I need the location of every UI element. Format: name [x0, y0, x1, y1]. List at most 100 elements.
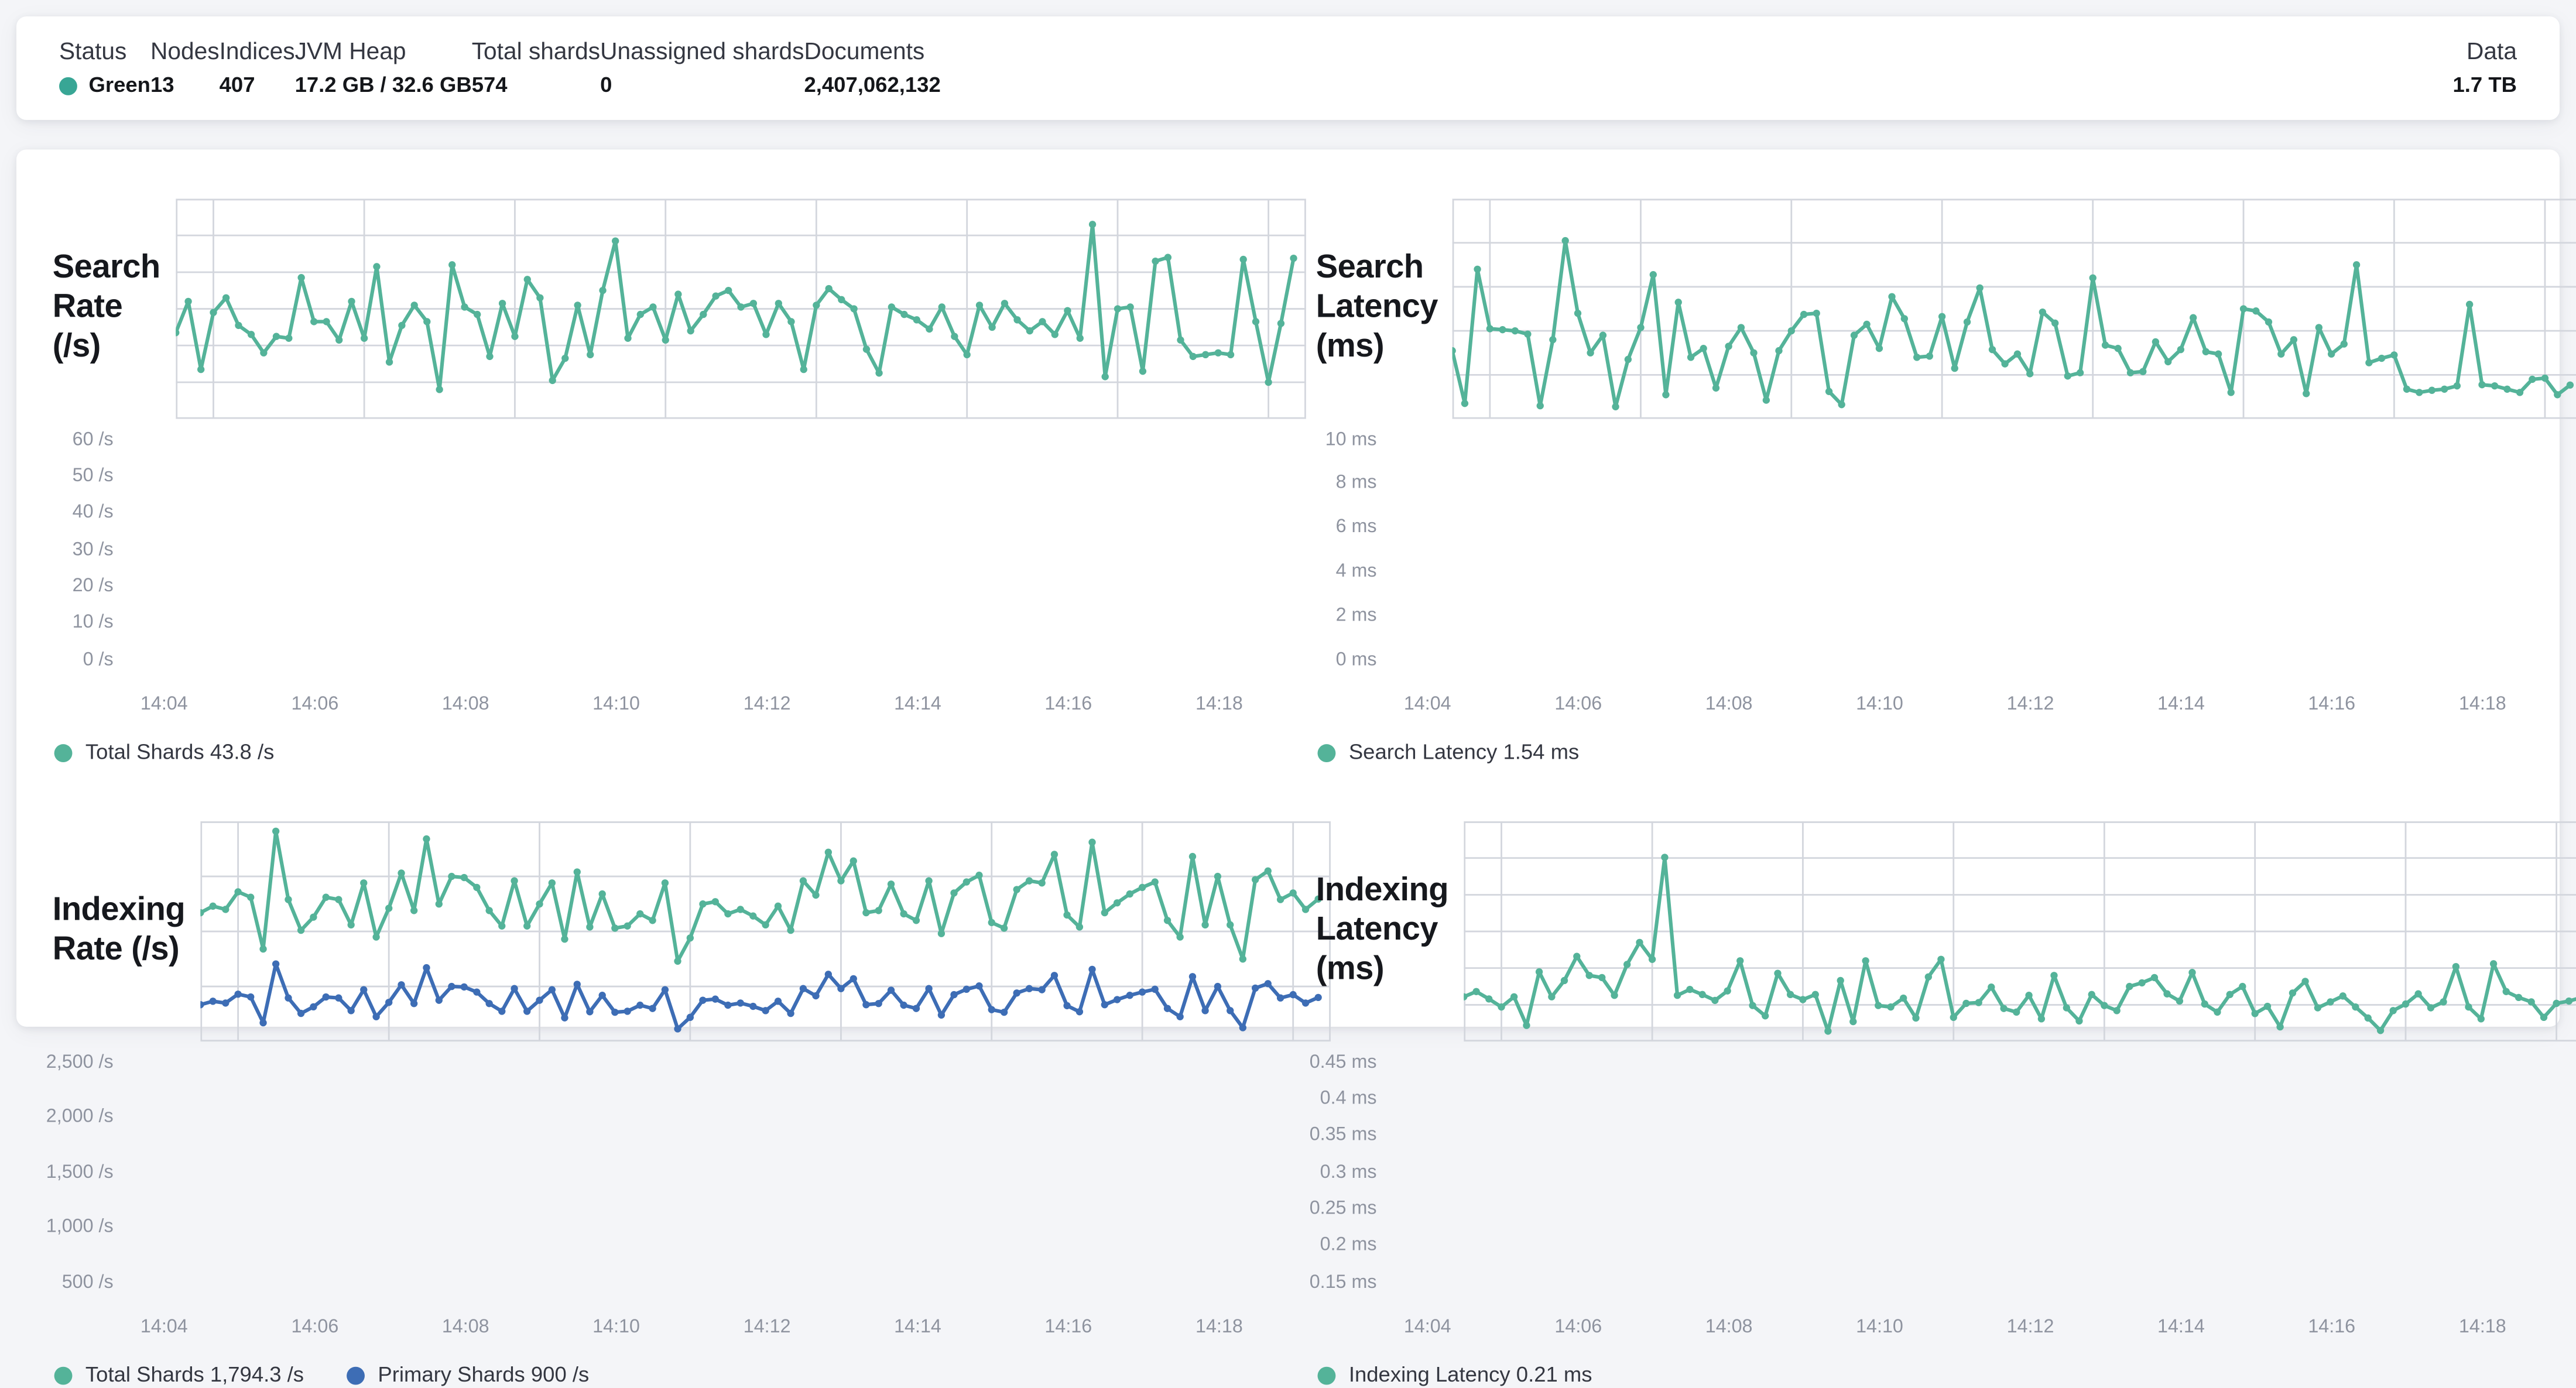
y-axis-label: 0.15 ms [1309, 1272, 1377, 1293]
x-axis-label: 14:06 [291, 694, 339, 715]
x-axis-label: 14:14 [894, 694, 941, 715]
x-axis-label: 14:16 [1044, 694, 1092, 715]
y-axis-label: 0.35 ms [1309, 1125, 1377, 1146]
stat-value-row: Green [59, 72, 150, 98]
charts-grid: Search Rate (/s) 0 /s 10 /s 20 /s 30 /s 40 /… [46, 196, 2576, 1388]
y-axis-label: 10 ms [1325, 429, 1377, 450]
stat-value: 1.7 TB [2452, 72, 2517, 97]
y-axis-label: 6 ms [1335, 517, 1377, 537]
chart-title-row: Search Latency (ms) [1316, 196, 2576, 419]
y-axis: 500 /s 1,000 /s 1,500 /s 2,000 /s 2,500 /s [46, 1052, 126, 1292]
legend-item[interactable]: Primary Shards 900 /s [347, 1362, 589, 1388]
legend-item[interactable]: Total Shards 1,794.3 /s [54, 1362, 304, 1388]
y-axis-label: 2,000 /s [46, 1107, 114, 1127]
legend-series-dot [1317, 743, 1336, 762]
x-axis-label: 14:18 [2458, 694, 2506, 715]
x-axis-label: 14:04 [1403, 694, 1451, 715]
info-icon[interactable] [174, 198, 1306, 419]
plot-area [126, 1063, 619, 1310]
info-icon[interactable] [1453, 198, 2576, 419]
stat-value: Green [88, 72, 150, 97]
x-axis-label: 14:06 [1554, 694, 1602, 715]
chart-card: Search Rate (/s) 0 /s 10 /s 20 /s 30 /s 40 /… [51, 196, 1306, 766]
chart-body: 0.15 ms 0.2 ms 0.25 ms 0.3 ms 0.35 ms 0.4 ms 0… [1310, 1052, 2520, 1310]
x-axis-label: 14:14 [2157, 1317, 2205, 1338]
stat-label: Status [59, 39, 127, 66]
stat-value: 13 [150, 72, 174, 97]
cluster-stat: Status Green [59, 38, 150, 99]
legend-item[interactable]: Total Shards 43.8 /s [54, 739, 275, 766]
x-axis-label: 14:12 [743, 694, 791, 715]
cluster-stat: JVM Heap 17.2 GB / 32.6 GB [295, 38, 472, 99]
stat-value-row: 13 [150, 72, 220, 98]
stat-value-row: 17.2 GB / 32.6 GB [295, 72, 472, 98]
y-axis-label: 0 ms [1335, 649, 1377, 670]
x-axis-label: 14:16 [2308, 1317, 2356, 1338]
x-axis-label: 14:12 [743, 1317, 791, 1338]
x-axis-label: 14:18 [1195, 1317, 1243, 1338]
legend-series-label: Total Shards 1,794.3 /s [85, 1362, 304, 1387]
chart-card: Indexing Latency (ms) 0.15 ms 0.2 ms 0.25 … [1310, 818, 2576, 1388]
legend-item[interactable]: Search Latency 1.54 ms [1317, 739, 1579, 766]
x-axis-label: 14:18 [2458, 1317, 2506, 1338]
line-chart [1390, 440, 1883, 687]
legend-item[interactable]: Indexing Latency 0.21 ms [1317, 1362, 1592, 1388]
cluster-stat: Nodes 13 [150, 38, 220, 99]
plot-area [1390, 1063, 1883, 1310]
x-axis-label: 14:14 [2157, 694, 2205, 715]
stat-value: 17.2 GB / 32.6 GB [294, 72, 472, 97]
cluster-summary-bar: Status Green Nodes 13 Indices 407 JVM He… [16, 16, 2560, 120]
legend-series-dot [54, 1366, 73, 1384]
y-axis-label: 20 /s [72, 576, 114, 597]
y-axis-label: 1,500 /s [46, 1162, 114, 1183]
legend-series-label: Primary Shards 900 /s [378, 1362, 590, 1387]
y-axis-label: 0.45 ms [1309, 1052, 1377, 1072]
x-axis-label: 14:04 [140, 694, 188, 715]
cluster-stat: Total shards 574 [472, 38, 600, 99]
x-axis-label: 14:08 [441, 1317, 489, 1338]
y-axis-label: 50 /s [72, 466, 114, 486]
stat-value: 574 [471, 72, 508, 97]
x-axis-label: 14:10 [592, 694, 640, 715]
chart-title: Search Latency (ms) [1316, 249, 1438, 365]
x-axis: 14:04 14:06 14:08 14:10 14:12 14:14 14:16 14:18 [51, 693, 1257, 721]
chart-legend: Indexing Latency 0.21 ms [1317, 1362, 2520, 1388]
stat-value: 0 [600, 72, 612, 97]
y-axis-label: 2 ms [1335, 605, 1377, 626]
plot-area [126, 440, 619, 687]
stat-value: 2,407,062,132 [804, 72, 941, 97]
x-axis-label: 14:10 [592, 1317, 640, 1338]
y-axis: 0.15 ms 0.2 ms 0.25 ms 0.3 ms 0.35 ms 0.4 ms 0… [1310, 1052, 1390, 1292]
legend-series-label: Indexing Latency 0.21 ms [1348, 1362, 1592, 1387]
y-axis-label: 500 /s [61, 1272, 114, 1293]
y-axis-label: 0.2 ms [1320, 1235, 1377, 1256]
legend-series-dot [54, 743, 73, 762]
chart-card: Search Latency (ms) 0 ms 2 ms 4 ms 6 ms 8 ms… [1314, 196, 2576, 766]
info-icon[interactable] [1463, 821, 2576, 1042]
stat-label: Total shards [471, 39, 601, 66]
y-axis: 0 /s 10 /s 20 /s 30 /s 40 /s 50 /s 60 /s [51, 430, 126, 670]
line-chart [1390, 1063, 1883, 1310]
x-axis-label: 14:06 [291, 1317, 339, 1338]
stat-value: 407 [219, 72, 255, 97]
y-axis-label: 60 /s [72, 429, 114, 450]
legend-series-label: Total Shards 43.8 /s [85, 739, 275, 764]
y-axis-label: 10 /s [72, 613, 114, 633]
chart-title: Indexing Rate (/s) [52, 892, 186, 968]
chart-body: 500 /s 1,000 /s 1,500 /s 2,000 /s 2,500 /s [46, 1052, 1257, 1310]
y-axis-label: 1,000 /s [46, 1217, 114, 1238]
chart-title: Search Rate (/s) [52, 249, 160, 365]
y-axis-label: 40 /s [72, 503, 114, 523]
x-axis-label: 14:12 [2006, 694, 2054, 715]
line-chart [126, 1063, 619, 1310]
x-axis-label: 14:18 [1195, 694, 1243, 715]
x-axis-label: 14:06 [1554, 1317, 1602, 1338]
chart-title-row: Search Rate (/s) [52, 196, 1306, 419]
x-axis: 14:04 14:06 14:08 14:10 14:12 14:14 14:16 14:18 [51, 1316, 1257, 1344]
chart-body: 0 ms 2 ms 4 ms 6 ms 8 ms 10 ms [1314, 430, 2520, 687]
info-icon[interactable] [200, 821, 1330, 1042]
x-axis-label: 14:14 [894, 1317, 941, 1338]
x-axis-label: 14:12 [2006, 1317, 2054, 1338]
stat-value-row: 0 [600, 72, 804, 98]
stat-value-row: 1.7 TB [2452, 72, 2516, 98]
